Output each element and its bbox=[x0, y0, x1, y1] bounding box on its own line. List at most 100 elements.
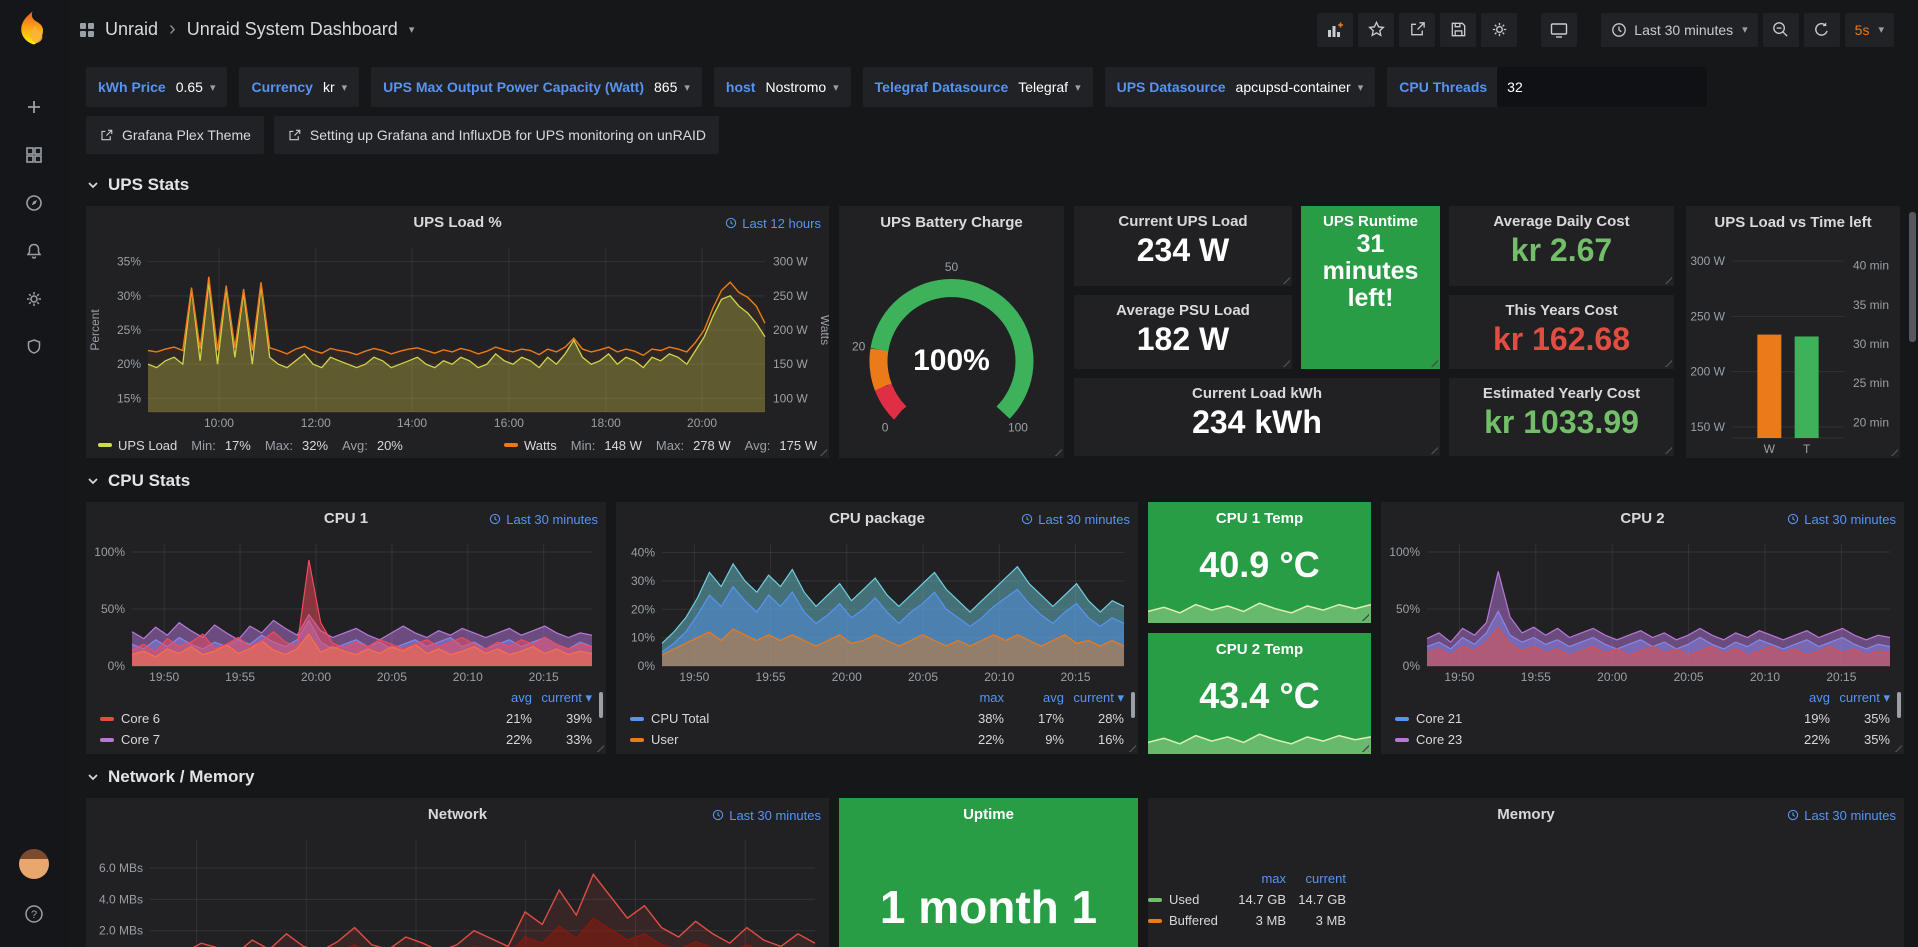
panel-title[interactable]: CPU 2 Temp bbox=[1215, 641, 1304, 658]
variable-telegraf-datasource[interactable]: Telegraf Datasource Telegraf ▾ bbox=[862, 67, 1093, 107]
panel-title[interactable]: UPS Load vs Time left bbox=[1714, 214, 1872, 231]
panel-title[interactable]: CPU package bbox=[829, 510, 925, 527]
variable-value[interactable]: Telegraf bbox=[1018, 79, 1069, 95]
panel-cpu-package: CPU package Last 30 minutes 0% 10% 20% 30% 4… bbox=[616, 502, 1138, 754]
stat-title[interactable]: Average Daily Cost bbox=[1493, 213, 1630, 230]
add-panel-button[interactable] bbox=[1317, 12, 1354, 47]
variable-value[interactable]: Nostromo bbox=[765, 79, 827, 95]
legend-sort-current[interactable]: current bbox=[1305, 871, 1346, 886]
cpu-row: CPU 1 Last 30 minutes 0% 50% 100% 19:50 19:5… bbox=[86, 502, 1904, 754]
stat-title[interactable]: Estimated Yearly Cost bbox=[1482, 385, 1641, 402]
monitor-icon bbox=[1551, 22, 1568, 38]
variable-ups-max-output-power-capacity-watt[interactable]: UPS Max Output Power Capacity (Watt) 865 ▾ bbox=[371, 67, 702, 107]
variable-currency[interactable]: Currency kr ▾ bbox=[239, 67, 360, 107]
section-ups-stats[interactable]: UPS Stats bbox=[86, 172, 1904, 198]
explore-button[interactable] bbox=[12, 186, 56, 220]
star-button[interactable] bbox=[1358, 12, 1395, 47]
zoom-out-button[interactable] bbox=[1762, 12, 1799, 47]
legend-scrollbar[interactable] bbox=[1131, 692, 1135, 718]
cycle-view-button[interactable] bbox=[1541, 12, 1578, 47]
breadcrumb-app[interactable]: Unraid bbox=[105, 19, 159, 39]
section-cpu-stats[interactable]: CPU Stats bbox=[86, 468, 1904, 494]
ups-battery-gauge[interactable]: 0 20 50 100 100% bbox=[839, 240, 1064, 458]
svg-text:200 W: 200 W bbox=[1690, 365, 1725, 379]
help-button[interactable]: ? bbox=[12, 897, 56, 931]
stat-title[interactable]: Current Load kWh bbox=[1192, 385, 1322, 402]
dashboard-caret-icon[interactable]: ▾ bbox=[408, 24, 415, 36]
variable-cpu-threads[interactable]: CPU Threads 32 bbox=[1387, 67, 1708, 107]
variable-host[interactable]: host Nostromo ▾ bbox=[713, 67, 851, 107]
dashboard-link-setting-up-grafana-and-influxd[interactable]: Setting up Grafana and InfluxDB for UPS … bbox=[273, 116, 720, 154]
panel-memory: Memory Last 30 minutes 50.000000 GB60.00… bbox=[1148, 798, 1904, 947]
stat-title[interactable]: Current UPS Load bbox=[1118, 213, 1248, 230]
server-admin-button[interactable] bbox=[12, 330, 56, 364]
legend-series[interactable]: User bbox=[630, 732, 944, 747]
panel-title[interactable]: Network bbox=[427, 806, 488, 823]
legend-scrollbar[interactable] bbox=[1897, 692, 1901, 718]
variable-value[interactable]: apcupsd-container bbox=[1235, 79, 1351, 95]
legend-series[interactable]: UPS Load bbox=[118, 437, 178, 453]
refresh-button[interactable] bbox=[1803, 12, 1840, 47]
legend-series[interactable]: Buffered bbox=[1148, 913, 1226, 928]
configuration-button[interactable] bbox=[12, 282, 56, 316]
panel-title[interactable]: CPU 2 bbox=[1620, 510, 1665, 527]
variable-kwh-price[interactable]: kWh Price 0.65 ▾ bbox=[86, 67, 228, 107]
share-button[interactable] bbox=[1399, 12, 1436, 47]
series-swatch bbox=[504, 443, 518, 447]
dashboard-link-grafana-plex-theme[interactable]: Grafana Plex Theme bbox=[86, 116, 264, 154]
time-range-picker[interactable]: Last 30 minutes ▾ bbox=[1601, 12, 1758, 47]
legend-sort-current[interactable]: current ▾ bbox=[1073, 689, 1124, 705]
dashboard-settings-button[interactable] bbox=[1481, 12, 1518, 47]
legend-scrollbar[interactable] bbox=[599, 692, 603, 718]
svg-text:20:15: 20:15 bbox=[529, 670, 559, 684]
alerting-button[interactable] bbox=[12, 234, 56, 268]
legend-sort-avg[interactable]: avg bbox=[1043, 690, 1064, 705]
variable-ups-datasource[interactable]: UPS Datasource apcupsd-container ▾ bbox=[1104, 67, 1376, 107]
cpu2-chart[interactable]: 0% 50% 100% 19:50 19:55 20:00 20:05 20:10 20:15 bbox=[1381, 536, 1904, 686]
legend-series[interactable]: CPU Total bbox=[630, 711, 944, 726]
cpu-package-chart[interactable]: 0% 10% 20% 30% 40% 19:50 19:55 20:00 20:05 20:10 2… bbox=[616, 536, 1138, 686]
legend-sort-avg[interactable]: avg bbox=[1809, 690, 1830, 705]
section-network-memory[interactable]: Network / Memory bbox=[86, 764, 1904, 790]
panel-title[interactable]: UPS Battery Charge bbox=[880, 214, 1023, 231]
variable-value[interactable]: 865 bbox=[654, 79, 678, 95]
variable-value[interactable]: kr bbox=[322, 79, 335, 95]
svg-text:35%: 35% bbox=[117, 255, 141, 269]
legend-sort-current[interactable]: current ▾ bbox=[541, 689, 592, 705]
legend-series[interactable]: Core 21 bbox=[1395, 711, 1770, 726]
legend-sort-max[interactable]: max bbox=[979, 690, 1004, 705]
user-avatar[interactable] bbox=[12, 847, 56, 881]
variable-input[interactable]: 32 bbox=[1497, 67, 1708, 107]
variable-value[interactable]: 0.65 bbox=[175, 79, 203, 95]
page-scrollbar[interactable] bbox=[1909, 212, 1916, 342]
legend-series[interactable]: Core 23 bbox=[1395, 732, 1770, 747]
panel-ups-load: UPS Load % Last 12 hours 15% 20% 25% 30% 35%… bbox=[86, 206, 829, 458]
panel-average-psu-load: Average PSU Load 182 W bbox=[1074, 295, 1292, 369]
legend-series[interactable]: Used bbox=[1148, 892, 1226, 907]
panel-title[interactable]: UPS Load % bbox=[413, 214, 502, 231]
legend-sort-avg[interactable]: avg bbox=[511, 690, 532, 705]
create-button[interactable] bbox=[12, 90, 56, 124]
breadcrumb-dashboard[interactable]: Unraid System Dashboard bbox=[186, 19, 398, 39]
panel-title[interactable]: Memory bbox=[1497, 806, 1555, 823]
legend-sort-current[interactable]: current ▾ bbox=[1839, 689, 1890, 705]
panel-title[interactable]: Uptime bbox=[963, 806, 1014, 823]
stat-title[interactable]: UPS Runtime bbox=[1322, 213, 1418, 230]
grafana-logo[interactable] bbox=[16, 10, 52, 46]
cpu1-chart[interactable]: 0% 50% 100% 19:50 19:55 20:00 20:05 20:10 20:15 bbox=[86, 536, 606, 686]
refresh-interval-picker[interactable]: 5s ▾ bbox=[1844, 12, 1894, 47]
panel-title[interactable]: CPU 1 Temp bbox=[1215, 510, 1304, 527]
ups-load-vs-time-chart[interactable]: 150 W 200 W 250 W 300 W 20 min 25 min 30 min 35… bbox=[1686, 240, 1900, 458]
legend-series[interactable]: Core 6 bbox=[100, 711, 472, 726]
svg-text:15%: 15% bbox=[117, 391, 141, 405]
legend-series[interactable]: Core 7 bbox=[100, 732, 472, 747]
stat-title[interactable]: Average PSU Load bbox=[1116, 302, 1250, 319]
panel-title[interactable]: CPU 1 bbox=[323, 510, 369, 527]
legend-sort-max[interactable]: max bbox=[1261, 871, 1286, 886]
dashboards-button[interactable] bbox=[12, 138, 56, 172]
legend-series[interactable]: Watts bbox=[524, 437, 557, 453]
save-button[interactable] bbox=[1440, 12, 1477, 47]
stat-title[interactable]: This Years Cost bbox=[1505, 302, 1618, 319]
ups-load-chart[interactable]: 15% 20% 25% 30% 35% 100 W 150 W 200 W 250 W 300 W… bbox=[86, 240, 829, 432]
